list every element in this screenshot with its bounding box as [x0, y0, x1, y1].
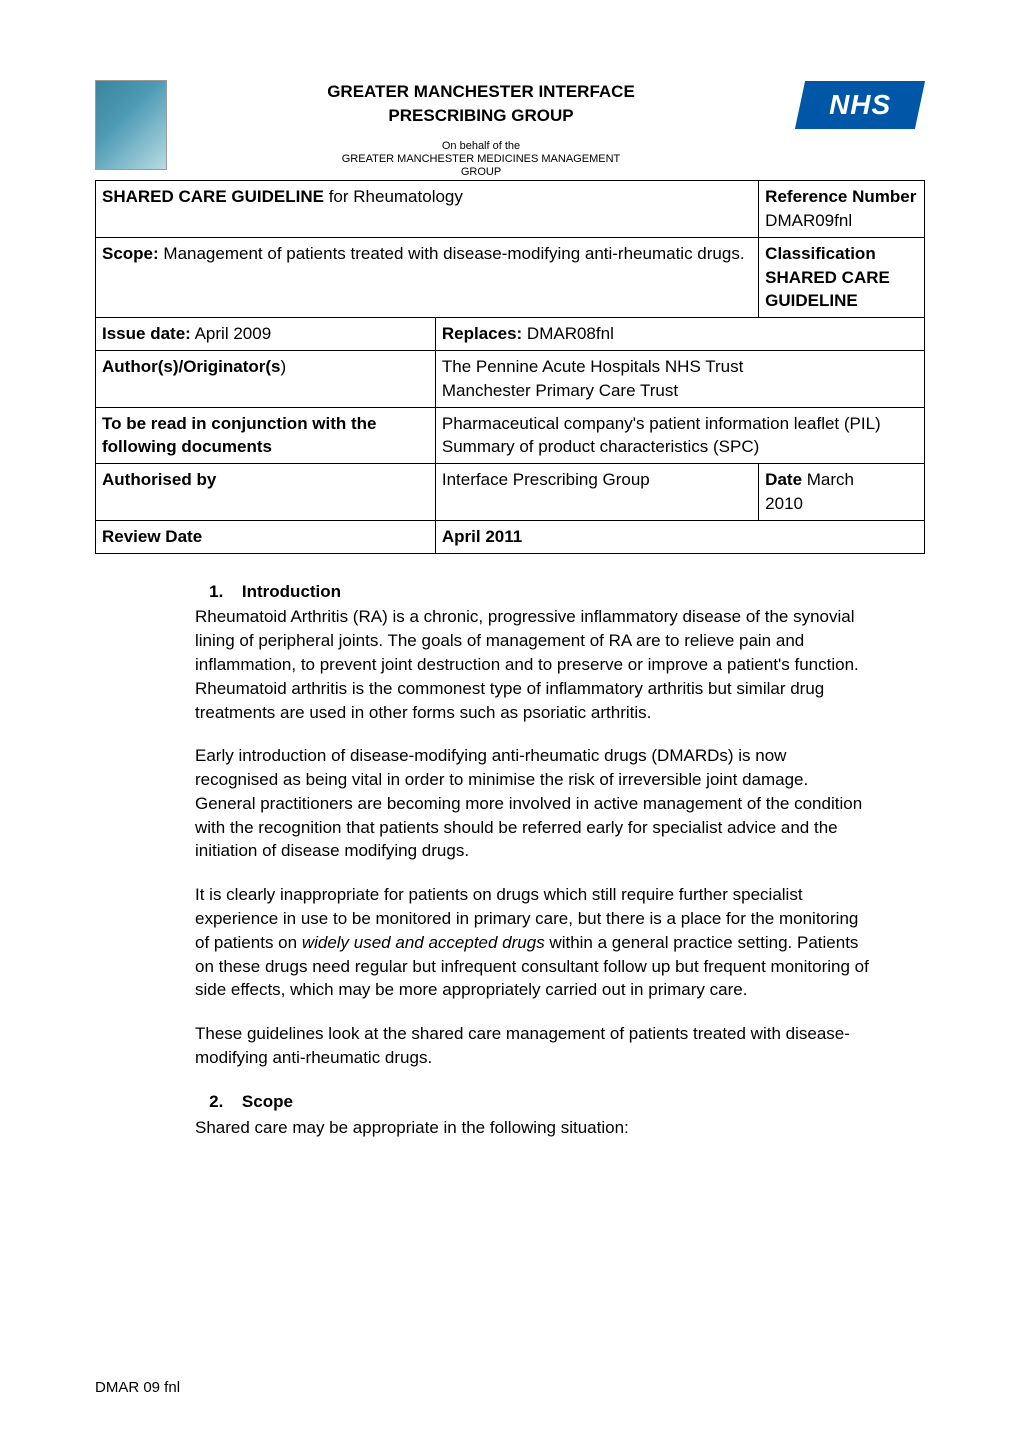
intro-paragraph-4: These guidelines look at the shared care…	[195, 1022, 870, 1070]
table-row: To be read in conjunction with the follo…	[96, 407, 925, 464]
conjunction-label-2: following documents	[102, 437, 272, 456]
authorised-value: Interface Prescribing Group	[442, 470, 650, 489]
intro-heading-num: 1.	[209, 580, 237, 604]
replaces-label: Replaces:	[442, 324, 522, 343]
classification-value: SHARED CARE GUIDELINE	[765, 268, 890, 311]
author-value-cell: The Pennine Acute Hospitals NHS Trust Ma…	[435, 350, 924, 407]
scope-heading-text: Scope	[242, 1092, 293, 1111]
review-label: Review Date	[102, 527, 202, 546]
body-content: 1. Introduction Rheumatoid Arthritis (RA…	[95, 580, 925, 1140]
table-row: Author(s)/Originator(s) The Pennine Acut…	[96, 350, 925, 407]
scope-value: Management of patients treated with dise…	[159, 244, 745, 263]
footer-text: DMAR 09 fnl	[95, 1377, 180, 1398]
conjunction-value-1: Pharmaceutical company's patient informa…	[442, 414, 881, 433]
header-subtitle: On behalf of the GREATER MANCHESTER MEDI…	[177, 140, 785, 180]
author-value-2: Manchester Primary Care Trust	[442, 381, 678, 400]
conjunction-value-2: Summary of product characteristics (SPC)	[442, 437, 759, 456]
table-row: Authorised by Interface Prescribing Grou…	[96, 464, 925, 521]
intro-paragraph-1: Rheumatoid Arthritis (RA) is a chronic, …	[195, 605, 870, 724]
issue-date-value: April 2009	[191, 324, 271, 343]
author-cell: Author(s)/Originator(s)	[96, 350, 436, 407]
header-title-line-2: PRESCRIBING GROUP	[177, 104, 785, 128]
conjunction-cell: To be read in conjunction with the follo…	[96, 407, 436, 464]
reference-cell: Reference Number DMAR09fnl	[759, 181, 925, 238]
scope-heading: 2. Scope	[195, 1090, 870, 1114]
authorised-date-cell: Date March 2010	[759, 464, 925, 521]
review-value-cell: April 2011	[435, 520, 924, 553]
authorised-date-year: 2010	[765, 494, 803, 513]
scope-label: Scope:	[102, 244, 159, 263]
conjunction-value-cell: Pharmaceutical company's patient informa…	[435, 407, 924, 464]
classification-cell: Classification SHARED CARE GUIDELINE	[759, 237, 925, 317]
review-label-cell: Review Date	[96, 520, 436, 553]
authorised-value-cell: Interface Prescribing Group	[435, 464, 758, 521]
issue-date-label: Issue date:	[102, 324, 191, 343]
shared-care-for: for Rheumatology	[324, 187, 463, 206]
scope-heading-num: 2.	[209, 1090, 237, 1114]
table-row: Issue date: April 2009 Replaces: DMAR08f…	[96, 318, 925, 351]
scope-cell: Scope: Management of patients treated wi…	[96, 237, 759, 317]
reference-value: DMAR09fnl	[765, 211, 852, 230]
authorised-date-label: Date	[765, 470, 802, 489]
header-row: GREATER MANCHESTER INTERFACE PRESCRIBING…	[95, 80, 925, 179]
nhs-logo-box: NHS	[795, 81, 925, 129]
intro-paragraph-3: It is clearly inappropriate for patients…	[195, 883, 870, 1002]
nhs-logo: NHS	[795, 80, 925, 130]
intro-heading: 1. Introduction	[195, 580, 870, 604]
table-row: Review Date April 2011	[96, 520, 925, 553]
authorised-date-month: March	[802, 470, 854, 489]
shared-care-cell: SHARED CARE GUIDELINE for Rheumatology	[96, 181, 759, 238]
table-row: Scope: Management of patients treated wi…	[96, 237, 925, 317]
intro-paragraph-2: Early introduction of disease-modifying …	[195, 744, 870, 863]
authorised-label-cell: Authorised by	[96, 464, 436, 521]
scope-paragraph-1: Shared care may be appropriate in the fo…	[195, 1116, 870, 1140]
reference-label: Reference Number	[765, 187, 916, 206]
classification-label: Classification	[765, 244, 876, 263]
author-label: Author(s)/Originator(s	[102, 357, 281, 376]
issue-date-cell: Issue date: April 2009	[96, 318, 436, 351]
replaces-cell: Replaces: DMAR08fnl	[435, 318, 924, 351]
author-value-1: The Pennine Acute Hospitals NHS Trust	[442, 357, 743, 376]
review-value: April 2011	[442, 527, 522, 546]
intro-heading-text: Introduction	[242, 582, 341, 601]
header-sub-line-3: GROUP	[461, 166, 501, 178]
org-logo-image	[95, 80, 167, 170]
header-sub-line-2: GREATER MANCHESTER MEDICINES MANAGEMENT	[342, 153, 621, 165]
nhs-logo-text: NHS	[829, 85, 891, 124]
conjunction-label-1: To be read in conjunction with the	[102, 414, 377, 433]
header-title-line-1: GREATER MANCHESTER INTERFACE	[177, 80, 785, 104]
intro-p3-italic: widely used and accepted drugs	[302, 933, 545, 952]
table-row: SHARED CARE GUIDELINE for Rheumatology R…	[96, 181, 925, 238]
header-sub-line-1: On behalf of the	[442, 140, 520, 152]
metadata-table: SHARED CARE GUIDELINE for Rheumatology R…	[95, 180, 925, 553]
header-title-block: GREATER MANCHESTER INTERFACE PRESCRIBING…	[167, 80, 795, 179]
replaces-value: DMAR08fnl	[522, 324, 614, 343]
authorised-label: Authorised by	[102, 470, 216, 489]
author-paren: )	[281, 357, 287, 376]
shared-care-label: SHARED CARE GUIDELINE	[102, 187, 324, 206]
